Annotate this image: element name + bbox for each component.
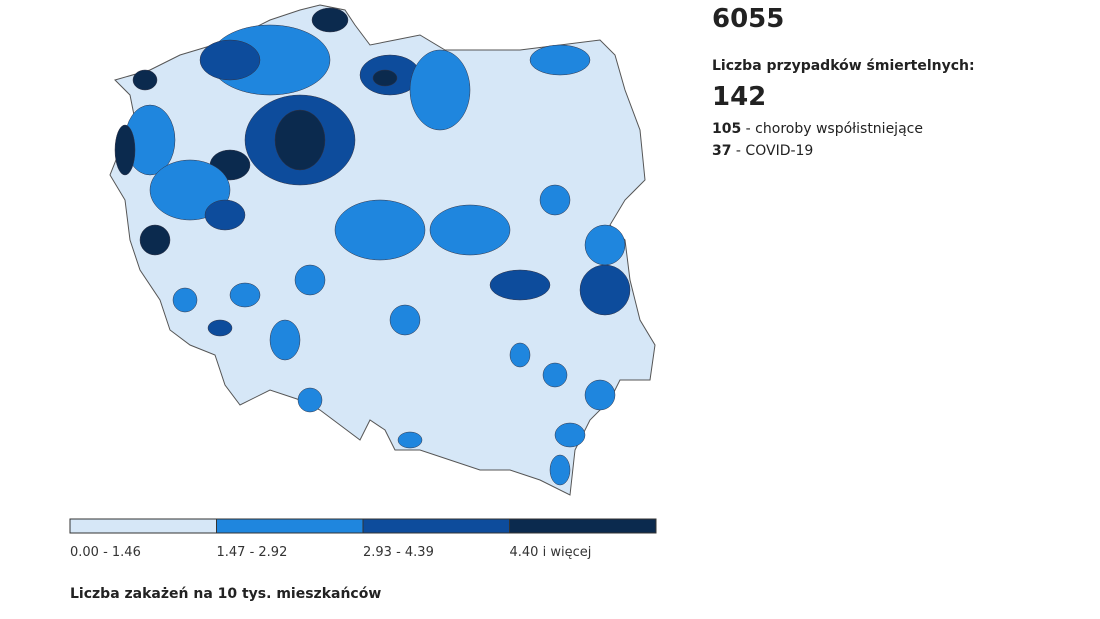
breakdown-row: 37 - COVID-19 — [712, 143, 813, 159]
deaths-total: 142 — [712, 82, 767, 112]
breakdown-label: - COVID-19 — [731, 143, 814, 159]
breakdown-count: 105 — [712, 121, 742, 137]
legend-label: 0.00 - 1.46 — [70, 545, 141, 560]
legend-label: 4.40 i więcej — [510, 545, 592, 560]
legend-swatch — [362, 518, 510, 534]
breakdown-label: - choroby współistniejące — [741, 121, 923, 137]
deaths-label: Liczba przypadków śmiertelnych: — [712, 58, 975, 74]
breakdown-count: 37 — [712, 143, 732, 159]
legend-caption: Liczba zakażeń na 10 tys. mieszkańców — [70, 586, 381, 602]
breakdown-row: 105 - choroby współistniejące — [712, 121, 923, 137]
total-cases: 6055 — [712, 4, 785, 34]
region-shading — [114, 7, 631, 486]
legend-label: 1.47 - 2.92 — [217, 545, 288, 560]
legend: 0.00 - 1.46 1.47 - 2.92 2.93 - 4.39 4.40 i … — [69, 518, 657, 560]
legend-label: 2.93 - 4.39 — [363, 545, 434, 560]
legend-swatch — [216, 518, 364, 534]
legend-swatch — [69, 518, 217, 534]
legend-swatch — [509, 518, 657, 534]
